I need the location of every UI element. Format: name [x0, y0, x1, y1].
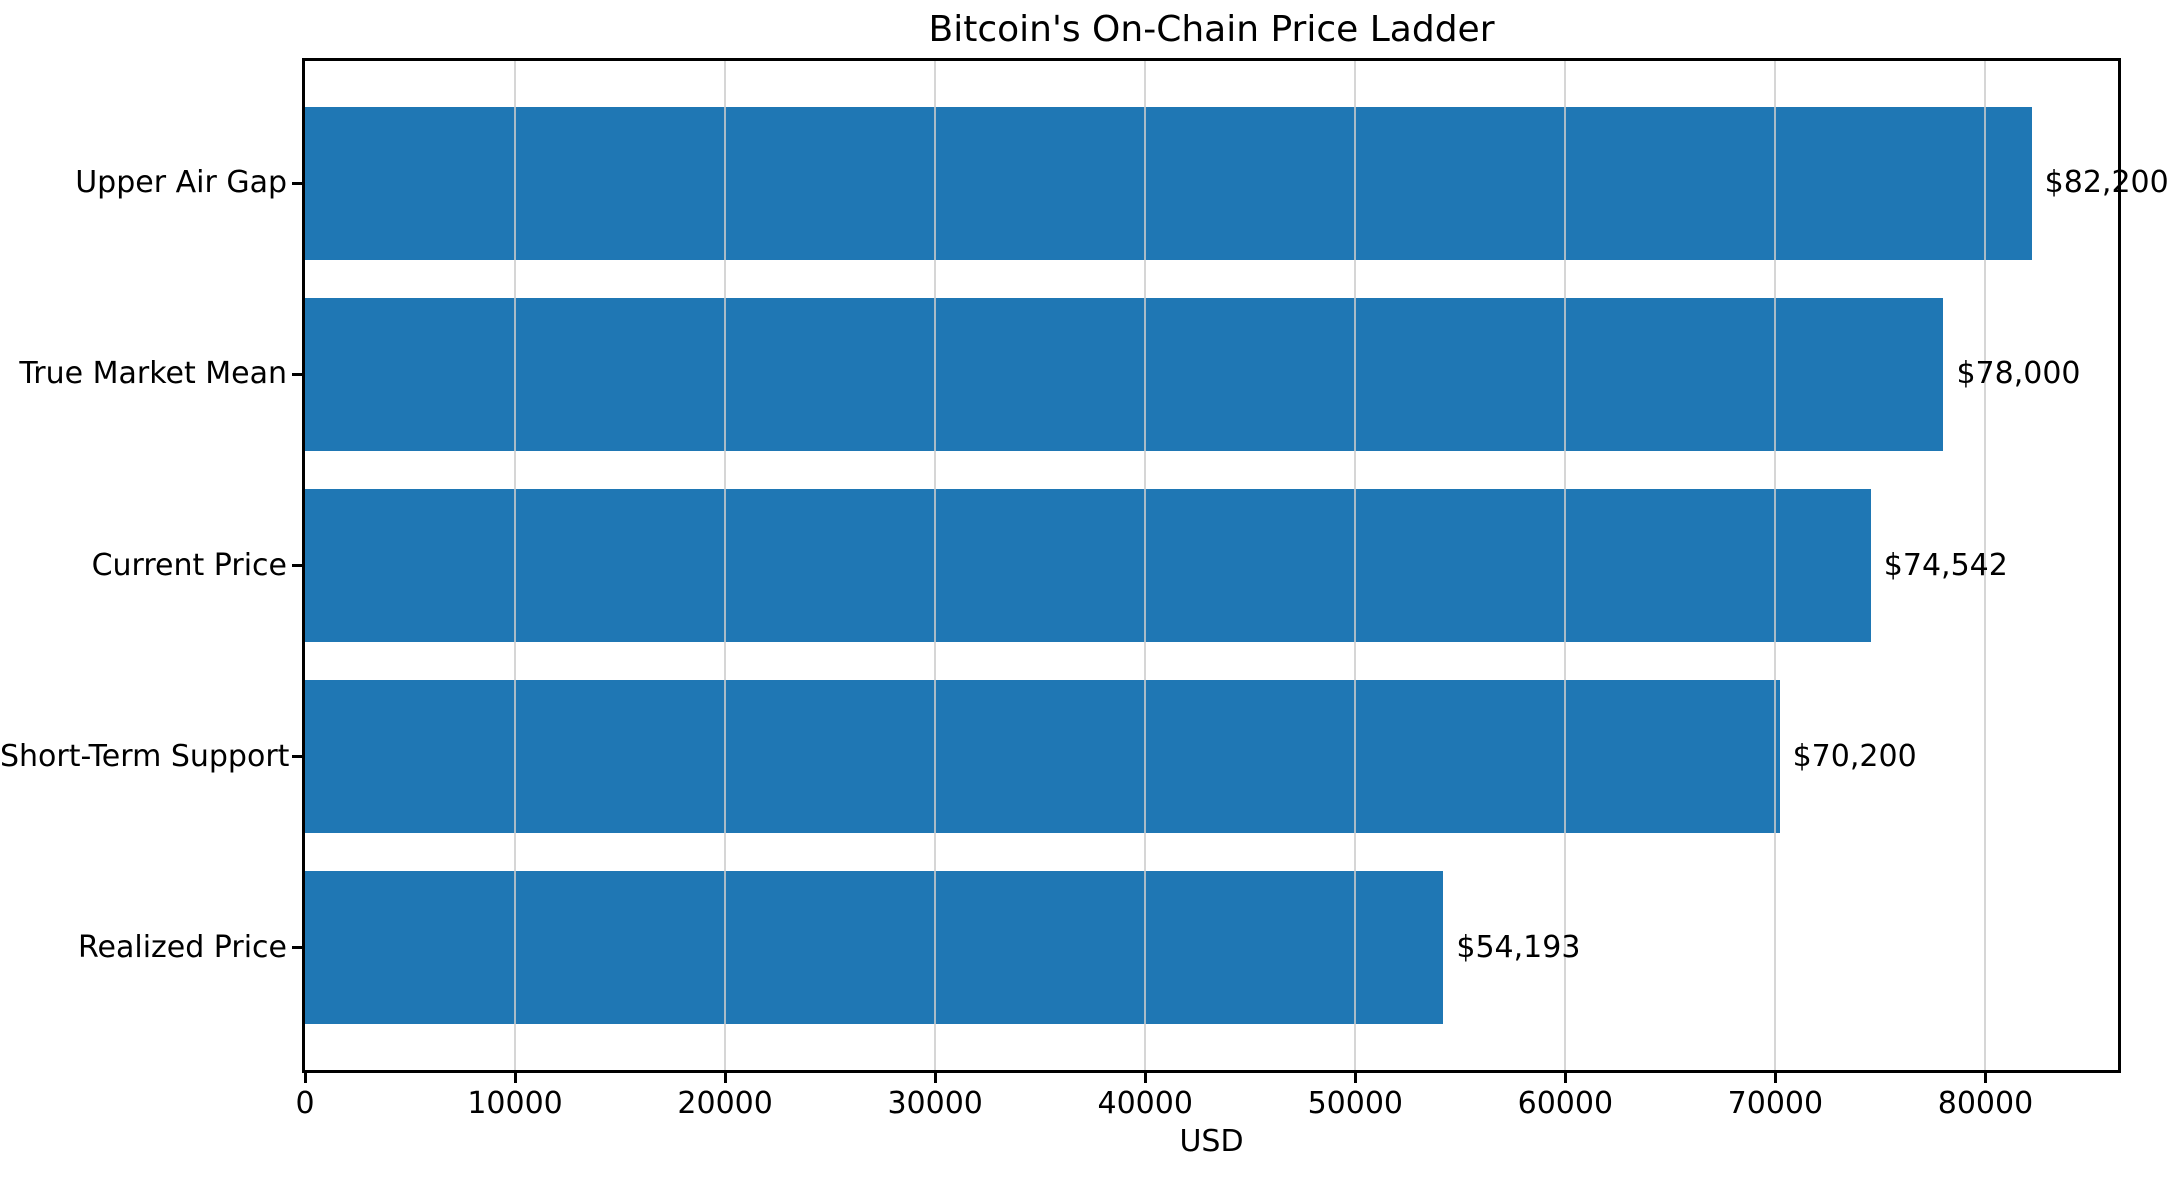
- y-tick-label: Upper Air Gap: [75, 165, 287, 201]
- bar: [305, 489, 1871, 642]
- x-tick: [933, 1073, 937, 1083]
- y-tick: [292, 946, 302, 950]
- plot-area: $82,200 $78,000 $74,542 $70,200 $54,193: [302, 58, 2169, 1073]
- bar: [305, 297, 1944, 451]
- x-tick: [1773, 1073, 1777, 1083]
- x-tick-label: 0: [295, 1086, 315, 1121]
- bar-value-label: $82,200: [2044, 165, 2169, 201]
- x-tick: [1563, 1073, 1567, 1083]
- gridline: [1984, 61, 1987, 1070]
- gridline: [514, 61, 517, 1070]
- x-tick: [723, 1073, 727, 1083]
- x-tick-label: 40000: [1097, 1086, 1193, 1121]
- gridline: [934, 61, 937, 1070]
- gridline: [1564, 61, 1567, 1070]
- x-tick-label: 20000: [677, 1086, 773, 1121]
- y-tick-label: Current Price: [91, 547, 287, 583]
- y-tick: [292, 372, 302, 376]
- bar: [305, 680, 1780, 834]
- y-tick-label: True Market Mean: [19, 356, 287, 392]
- y-tick: [292, 564, 302, 567]
- x-tick: [303, 1073, 307, 1083]
- x-tick: [1143, 1073, 1147, 1083]
- bar-value-label: $78,000: [1956, 356, 2081, 392]
- x-tick-label: 80000: [1937, 1086, 2034, 1121]
- bar: [305, 871, 1444, 1025]
- bar: [305, 106, 2032, 260]
- x-tick: [513, 1073, 517, 1083]
- y-tick: [292, 755, 302, 759]
- gridline: [1354, 61, 1357, 1070]
- x-axis-label: USD: [1179, 1124, 1244, 1159]
- y-tick: [292, 181, 302, 185]
- x-tick-label: 60000: [1517, 1086, 1614, 1121]
- x-tick-label: 70000: [1727, 1086, 1824, 1121]
- x-tick-label: 30000: [887, 1086, 983, 1121]
- gridline: [724, 61, 727, 1070]
- bar-value-label: $74,542: [1883, 547, 2008, 583]
- x-tick-label: 10000: [467, 1086, 563, 1121]
- x-tick: [1353, 1073, 1357, 1083]
- y-tick-label: Short-Term Support: [0, 738, 290, 774]
- gridline: [1774, 61, 1777, 1070]
- x-tick-label: 50000: [1307, 1086, 1403, 1121]
- chart-title: Bitcoin's On-Chain Price Ladder: [928, 9, 1495, 50]
- bar-value-label: $54,193: [1456, 929, 1581, 965]
- bar-value-label: $70,200: [1792, 738, 1917, 774]
- y-tick-label: Realized Price: [78, 929, 287, 965]
- x-tick: [1983, 1073, 1987, 1083]
- gridline: [1144, 61, 1147, 1070]
